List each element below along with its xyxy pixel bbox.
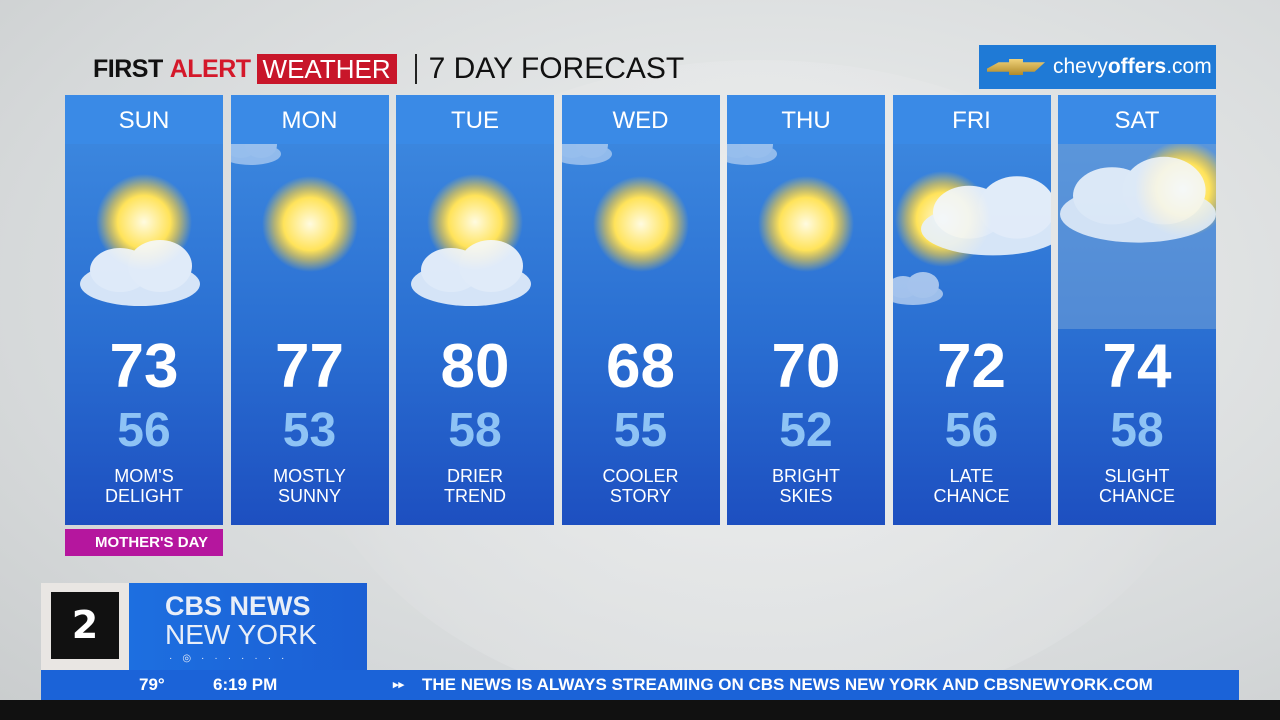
day-body: 70 52 BRIGHT SKIES <box>727 144 885 525</box>
sponsor-text-bold: offers <box>1107 55 1167 78</box>
high-temp: 73 <box>109 332 179 401</box>
forecast-description: SLIGHT CHANCE <box>1058 466 1216 506</box>
low-temp: 56 <box>117 404 171 457</box>
forecast-description: DRIER TREND <box>396 466 554 506</box>
sunny-icon <box>727 144 854 272</box>
day-label: SAT <box>1058 95 1216 144</box>
day-body: 74 58 SLIGHT CHANCE <box>1058 144 1216 525</box>
desc-line1: SLIGHT <box>1104 466 1170 486</box>
title-first: FIRST <box>93 54 163 83</box>
sunny-icon <box>230 144 358 272</box>
day-label: MON <box>230 95 389 144</box>
logo-number: 2 <box>51 592 119 659</box>
day-column-wed: WED 68 55 COOLER STORY <box>561 95 720 525</box>
desc-line2: CHANCE <box>1098 486 1175 506</box>
brand-line2: NEW YORK <box>165 619 317 650</box>
desc-line2: CHANCE <box>933 486 1010 506</box>
page-title: FIRST ALERT WEATHER 7 DAY FORECAST <box>93 52 684 86</box>
low-temp: 52 <box>779 404 833 457</box>
high-temp: 70 <box>771 332 841 401</box>
title-weather: WEATHER <box>256 54 397 84</box>
high-temp: 74 <box>1102 332 1172 401</box>
day-label: FRI <box>892 95 1051 144</box>
current-temp: 79° <box>139 675 165 694</box>
forecast-description: BRIGHT SKIES <box>727 466 885 506</box>
mostly-cloudy-icon <box>892 171 1051 305</box>
day-column-fri: FRI 72 56 LATE CHANCE <box>892 95 1051 525</box>
dots-indicator: ·◎······· <box>169 653 295 664</box>
forecast-description: COOLER STORY <box>562 466 720 506</box>
desc-line1: MOM'S <box>114 466 174 486</box>
rain-icon <box>1058 144 1216 329</box>
low-temp: 56 <box>944 404 999 457</box>
desc-line1: DRIER <box>446 466 503 486</box>
day-column-thu: THU 70 52 BRIGHT SKIES <box>727 95 885 525</box>
day-body: 80 58 DRIER TREND <box>396 144 554 525</box>
sunny-icon <box>561 144 689 272</box>
current-time: 6:19 PM <box>213 675 278 694</box>
day-column-mon: MON 77 53 MOSTLY SUNNY <box>230 95 389 525</box>
day-label: WED <box>561 95 720 144</box>
high-temp: 77 <box>275 332 344 401</box>
title-subtitle: 7 DAY FORECAST <box>428 52 685 85</box>
sponsor-banner: chevy offers .com <box>979 45 1216 89</box>
day-body: 73 56 MOM'S DELIGHT <box>65 144 223 525</box>
desc-line2: TREND <box>444 486 506 506</box>
forecast-description: MOM'S DELIGHT <box>65 466 223 506</box>
sponsor-text-domain: .com <box>1166 55 1212 78</box>
desc-line2: SUNNY <box>277 486 341 506</box>
low-temp: 58 <box>448 404 502 457</box>
low-temp: 58 <box>1110 404 1164 457</box>
day-label: THU <box>727 95 885 144</box>
divider <box>414 54 417 84</box>
station-brand: CBS NEWS NEW YORK ·◎······· <box>129 583 367 670</box>
chevy-bowtie-icon <box>987 59 1045 75</box>
desc-line1: MOSTLY <box>273 466 346 486</box>
low-temp: 55 <box>613 404 668 457</box>
desc-line2: SKIES <box>779 486 833 506</box>
day-label: SUN <box>65 95 223 144</box>
desc-line1: BRIGHT <box>771 466 840 486</box>
bottom-bar <box>0 700 1280 720</box>
day-body: 68 55 COOLER STORY <box>561 144 720 525</box>
desc-line1: COOLER <box>602 466 679 486</box>
partly-cloudy-icon <box>411 174 531 306</box>
ticker-bar: 79° 6:19 PM ▸▸ THE NEWS IS ALWAYS STREAM… <box>41 670 1239 700</box>
cbs2-logo: 2 <box>41 583 129 670</box>
brand-line1: CBS NEWS <box>165 591 311 621</box>
high-temp: 80 <box>440 332 510 401</box>
high-temp: 72 <box>937 332 1006 401</box>
day-label: TUE <box>396 95 554 144</box>
sponsor-text: chevy <box>1053 55 1108 78</box>
forecast-description: MOSTLY SUNNY <box>231 466 389 506</box>
desc-line2: DELIGHT <box>104 486 183 506</box>
day-body: 72 56 LATE CHANCE <box>892 144 1051 525</box>
day-column-sat: SAT 74 58 SLIGHT CHANCE <box>1058 95 1216 525</box>
mothers-day-badge: MOTHER'S DAY <box>65 529 223 556</box>
ticker-message: THE NEWS IS ALWAYS STREAMING ON CBS NEWS… <box>422 675 1153 694</box>
day-body: 77 53 MOSTLY SUNNY <box>230 144 389 525</box>
title-alert: ALERT <box>169 54 251 83</box>
ticker-arrow-icon: ▸▸ <box>393 679 405 691</box>
partly-cloudy-icon <box>80 174 200 306</box>
forecast-description: LATE CHANCE <box>893 466 1051 506</box>
low-temp: 53 <box>282 404 337 457</box>
high-temp: 68 <box>606 332 675 401</box>
day-column-tue: TUE 80 58 DRIER TREND <box>396 95 554 525</box>
day-column-sun: SUN 73 56 MOM'S DELIGHT <box>65 95 223 525</box>
desc-line2: STORY <box>609 486 672 506</box>
desc-line1: LATE <box>949 466 994 486</box>
